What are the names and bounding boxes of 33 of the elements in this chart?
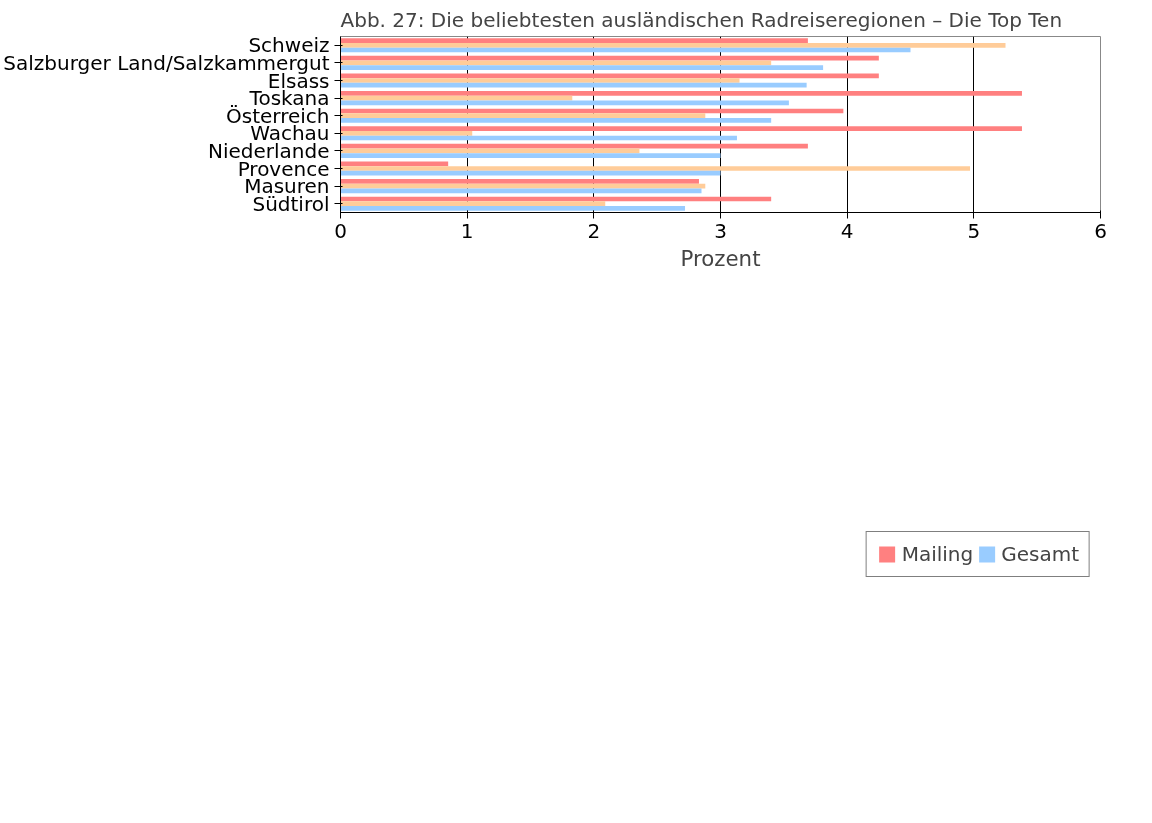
x-tick-label: 3 <box>714 218 727 243</box>
chart-title: Abb. 27: Die beliebtesten ausländischen Radreiseregionen – Die Top Ten <box>340 7 1063 32</box>
x-tick-label: 0 <box>334 218 347 243</box>
x-tick-label: 6 <box>1094 218 1107 243</box>
x-tick-label: 2 <box>587 218 601 243</box>
bar <box>340 201 606 207</box>
bar <box>340 113 706 119</box>
bar <box>340 188 702 194</box>
bar <box>340 100 789 106</box>
bar <box>340 42 1006 48</box>
legend-label: Mailing <box>901 542 974 566</box>
bar <box>340 161 449 167</box>
x-axis-title: Prozent <box>680 245 761 271</box>
bar <box>340 206 686 211</box>
bar <box>340 170 721 176</box>
legend-label: Gesamt <box>1001 542 1079 566</box>
x-tick-label: 1 <box>460 218 474 243</box>
x-tick-label: 4 <box>840 218 854 243</box>
bar <box>340 78 740 83</box>
bar <box>340 143 808 149</box>
bar <box>340 166 971 171</box>
x-tick-label: 5 <box>967 218 981 243</box>
bar <box>340 65 824 70</box>
bar <box>340 38 808 43</box>
bar <box>340 82 807 88</box>
bar <box>340 91 1022 96</box>
bar <box>340 153 721 158</box>
bar <box>340 118 772 123</box>
bar <box>340 55 879 61</box>
bar <box>340 130 473 136</box>
bar <box>340 126 1022 131</box>
bar <box>340 179 699 184</box>
bar <box>340 73 879 79</box>
